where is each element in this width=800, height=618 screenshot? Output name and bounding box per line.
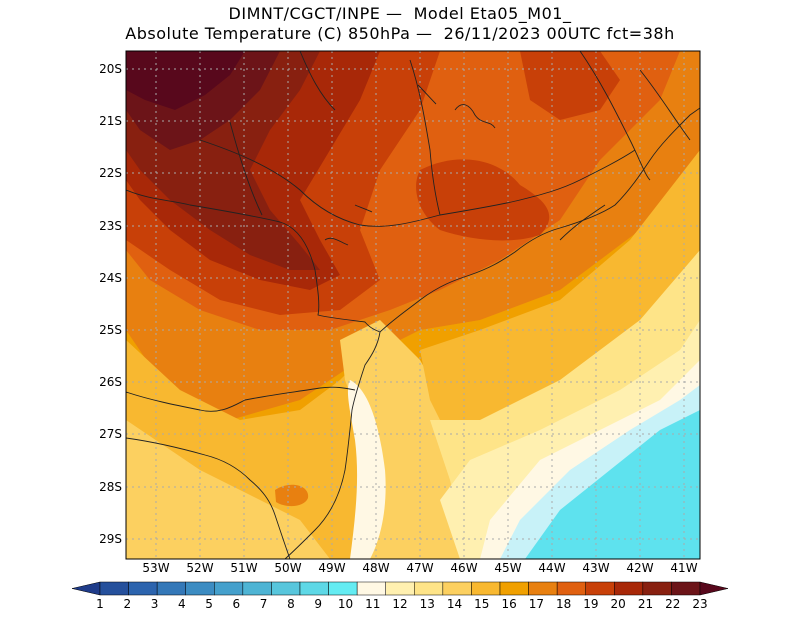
lat-tick-label: 22S (99, 166, 122, 180)
colorbar-label: 22 (665, 597, 681, 611)
colorbar-label: 3 (150, 597, 159, 611)
lon-tick-label: 51W (230, 561, 258, 575)
colorbar-label: 11 (365, 597, 381, 611)
lat-tick-label: 23S (99, 219, 122, 233)
colorbar-cell (356, 581, 386, 596)
colorbar-label: 7 (259, 597, 268, 611)
colorbar-label: 17 (528, 597, 544, 611)
colorbar-label: 18 (555, 597, 572, 611)
colorbar-arrow-low (71, 581, 101, 596)
grid (126, 51, 700, 559)
lon-tick-label: 50W (274, 561, 302, 575)
lon-tick-label: 48W (362, 561, 390, 575)
colorbar-label: 6 (232, 597, 241, 611)
lon-tick-label: 52W (186, 561, 214, 575)
colorbar-label: 14 (446, 597, 463, 611)
chart-title-line2: Absolute Temperature (C) 850hPa — 26/11/… (125, 24, 675, 43)
chart-title-line1: DIMNT/CGCT/INPE — Model Eta05_M01_ (228, 4, 572, 23)
lon-tick-label: 47W (406, 561, 434, 575)
political-borders (126, 51, 700, 559)
lat-tick-label: 29S (99, 532, 122, 546)
lat-tick-label: 28S (99, 480, 122, 494)
colorbar-cell (442, 581, 472, 596)
lon-tick-label: 46W (450, 561, 478, 575)
lon-tick-label: 41W (670, 561, 698, 575)
colorbar-cell (185, 581, 215, 596)
colorbar-label: 4 (177, 597, 186, 611)
reservoirs (324, 84, 496, 246)
temp-band-deep-maroon (126, 51, 245, 110)
colorbar-label: 8 (287, 597, 295, 611)
colorbar-label: 1 (96, 597, 104, 611)
colorbar-cell (614, 581, 644, 596)
temp-patch-rust-east (416, 159, 550, 241)
colorbar-label: 21 (637, 597, 654, 611)
temp-patch-rust-north (520, 51, 620, 120)
colorbar-label: 10 (337, 597, 354, 611)
temp-band-cyan (525, 410, 700, 559)
colorbar-cell (271, 581, 301, 596)
colorbar-arrow-high (699, 581, 729, 596)
colorbar-cell (671, 581, 701, 596)
colorbar-cell (471, 581, 501, 596)
colorbar-label: 12 (392, 597, 408, 611)
temp-band-yellow-south (126, 420, 330, 559)
colorbar-cell (99, 581, 129, 596)
lat-tick-label: 20S (99, 62, 122, 76)
colorbar-cell (299, 581, 329, 596)
colorbar-cell (242, 581, 272, 596)
colorbar-label: 20 (610, 597, 626, 611)
lon-tick-label: 49W (318, 561, 346, 575)
colorbar-cell (642, 581, 672, 596)
colorbar-label: 15 (474, 597, 490, 611)
temp-patch-dark-orange-south (275, 484, 309, 507)
colorbar-cell (385, 581, 415, 596)
lon-tick-label: 53W (142, 561, 170, 575)
colorbar-cell (156, 581, 186, 596)
colorbar-label: 2 (123, 597, 132, 611)
colorbar-cell (128, 581, 158, 596)
colorbar-cell (414, 581, 444, 596)
lon-tick-label: 44W (538, 561, 566, 575)
lat-tick-label: 25S (99, 323, 122, 337)
colorbar-label: 13 (419, 597, 435, 611)
lon-tick-label: 43W (582, 561, 610, 575)
lat-tick-label: 27S (99, 427, 122, 441)
colorbar-label: 16 (501, 597, 517, 611)
colorbar-label: 19 (583, 597, 599, 611)
colorbar-cell (585, 581, 615, 596)
colorbar-label: 23 (692, 597, 708, 611)
lat-tick-label: 21S (99, 114, 122, 128)
colorbar-cell (556, 581, 586, 596)
colorbar-cell (214, 581, 244, 596)
colorbar-cell (528, 581, 558, 596)
colorbar-label: 9 (314, 597, 322, 611)
lon-tick-label: 45W (494, 561, 522, 575)
lon-tick-label: 42W (626, 561, 654, 575)
lat-tick-label: 24S (99, 271, 122, 285)
lat-tick-label: 26S (99, 375, 122, 389)
colorbar-label: 5 (205, 597, 213, 611)
map-frame (125, 50, 701, 560)
colorbar-cell (328, 581, 358, 596)
colorbar-cell (499, 581, 529, 596)
